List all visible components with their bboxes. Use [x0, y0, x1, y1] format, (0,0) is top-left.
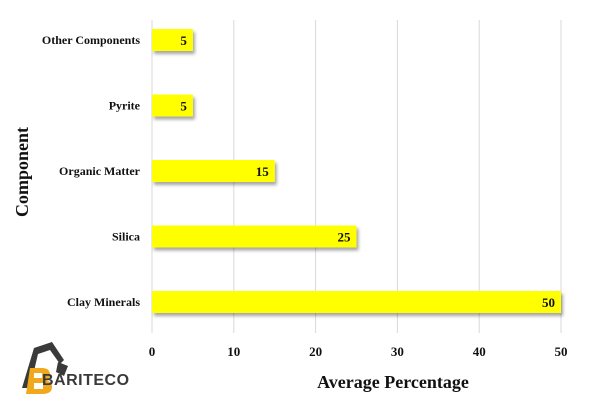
category-label: Organic Matter — [59, 164, 141, 178]
bars — [152, 29, 561, 313]
logo-b-mark — [26, 368, 52, 394]
value-label: 5 — [180, 99, 187, 114]
category-labels: Other Components Pyrite Organic Matter Sili… — [42, 33, 141, 309]
x-tick-label: 20 — [309, 344, 322, 359]
gridlines — [151, 20, 562, 333]
x-tick-label: 30 — [391, 344, 404, 359]
excavator-bucket-icon — [56, 362, 68, 376]
bar-organic-matter — [152, 160, 275, 182]
x-tick-label: 50 — [555, 344, 568, 359]
value-label: 25 — [338, 230, 352, 245]
x-tick-label: 40 — [473, 344, 486, 359]
category-label: Pyrite — [109, 99, 141, 113]
bar-pyrite — [152, 94, 193, 117]
category-label: Clay Minerals — [67, 295, 140, 309]
value-label: 50 — [542, 295, 555, 310]
bar-other-components — [152, 29, 193, 51]
x-axis-title: Average Percentage — [317, 372, 469, 392]
category-label: Silica — [112, 230, 140, 244]
value-label: 15 — [256, 164, 270, 179]
bariteco-logo — [22, 342, 68, 394]
bar-clay-minerals — [152, 291, 561, 313]
value-labels: 5 5 15 25 50 — [180, 33, 555, 310]
bar-silica — [152, 225, 357, 248]
category-label: Other Components — [42, 33, 140, 47]
value-label: 5 — [180, 33, 187, 48]
x-tick-label: 0 — [149, 344, 156, 359]
y-axis-title: Component — [12, 127, 32, 217]
logo-text: BARITECO — [42, 372, 130, 389]
x-tick-labels: 0 10 20 30 40 50 — [149, 344, 568, 359]
x-tick-label: 10 — [227, 344, 240, 359]
